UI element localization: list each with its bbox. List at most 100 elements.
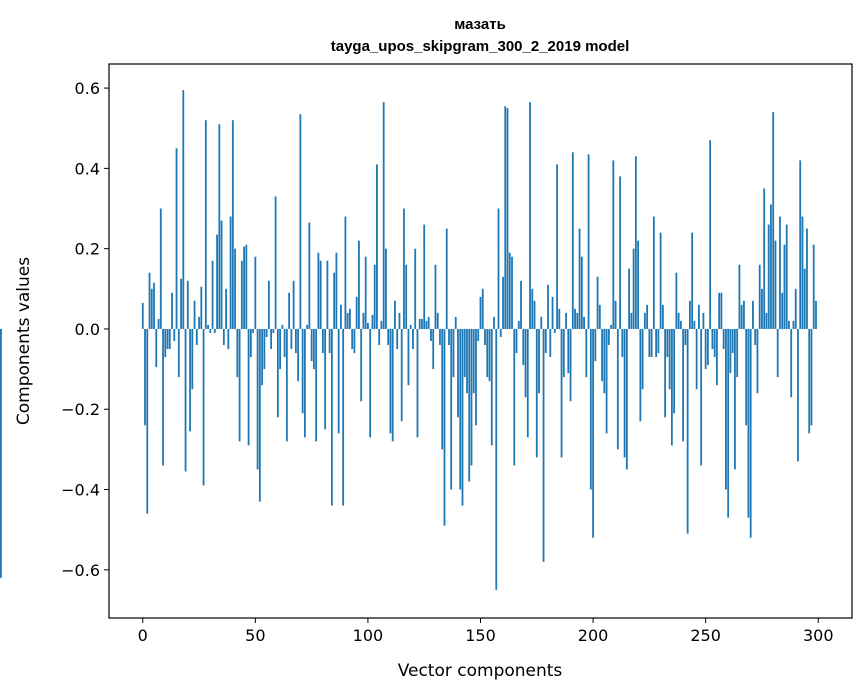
bar-172 xyxy=(529,102,531,329)
bar-137 xyxy=(450,328,453,490)
bar-234 xyxy=(668,328,671,390)
bar-147 xyxy=(472,328,475,394)
bar-281 xyxy=(774,240,777,329)
bar-15 xyxy=(175,148,178,329)
bar-280 xyxy=(772,112,775,329)
bar-257 xyxy=(720,292,723,329)
bar-32 xyxy=(213,328,216,333)
bar-84 xyxy=(331,328,333,506)
bar-104 xyxy=(376,164,378,329)
bar-216 xyxy=(628,268,630,329)
bar-60 xyxy=(276,328,279,418)
bar-171 xyxy=(526,328,529,438)
bar-17 xyxy=(180,278,182,329)
bar-133 xyxy=(441,328,444,450)
bar-27 xyxy=(202,328,205,486)
y-tick-label-6: 0.6 xyxy=(75,79,100,98)
bar-298 xyxy=(812,244,815,329)
bar-284 xyxy=(781,292,784,329)
bar-106 xyxy=(380,320,383,329)
bar-292 xyxy=(799,160,802,329)
bar-96 xyxy=(358,240,360,329)
bar-263 xyxy=(734,328,736,470)
y-tick-label-1: −0.4 xyxy=(61,481,100,500)
bars-group xyxy=(0,90,817,590)
bar-51 xyxy=(256,328,259,470)
bar-87 xyxy=(337,328,340,434)
bar-177 xyxy=(540,316,543,329)
bar-2 xyxy=(146,328,149,514)
x-tick-label-50: 50 xyxy=(245,626,265,645)
bar-26 xyxy=(200,286,203,329)
bar-80 xyxy=(321,328,324,354)
bar-268 xyxy=(745,328,748,426)
bar-211 xyxy=(616,328,619,450)
bar-97 xyxy=(360,328,363,402)
bar-39 xyxy=(229,216,232,329)
bar-199 xyxy=(589,328,592,490)
bar-8 xyxy=(159,208,162,329)
bar-68 xyxy=(294,328,297,354)
bar-1 xyxy=(144,328,146,426)
bar-62 xyxy=(281,324,284,329)
bar-50 xyxy=(254,256,257,329)
bar-52 xyxy=(258,328,261,502)
bar-23 xyxy=(193,300,196,329)
bar-161 xyxy=(504,106,507,329)
bar-144 xyxy=(466,328,468,394)
bar-130 xyxy=(434,264,437,329)
bar-207 xyxy=(607,328,610,346)
bar-110 xyxy=(389,328,392,434)
bar-167 xyxy=(517,320,520,329)
bar-75 xyxy=(310,328,313,362)
bar-271 xyxy=(752,300,754,329)
bar-73 xyxy=(306,324,309,329)
x-axis: 0 50 100 150 200 250 300 xyxy=(138,618,834,645)
bar-134 xyxy=(443,328,446,526)
bar-184 xyxy=(556,164,558,329)
bar-33 xyxy=(216,234,218,329)
bar-279 xyxy=(770,204,772,329)
bar-41 xyxy=(234,248,236,329)
bar-47 xyxy=(247,328,250,446)
bar-99 xyxy=(364,256,367,329)
bar-98 xyxy=(362,312,365,329)
bar-38 xyxy=(227,328,230,350)
bar-178 xyxy=(542,328,545,562)
bar-239 xyxy=(679,320,682,329)
bar-19 xyxy=(184,328,187,472)
bar-243 xyxy=(688,300,691,329)
bar-214 xyxy=(623,328,626,458)
bar-296 xyxy=(808,328,811,434)
bar-203 xyxy=(598,304,601,329)
bar-127 xyxy=(427,316,430,329)
bar-219 xyxy=(634,156,637,329)
bar-72 xyxy=(303,328,306,438)
x-tick-label-150: 150 xyxy=(465,626,496,645)
bar-255 xyxy=(716,328,718,386)
bar-116 xyxy=(403,208,405,329)
bar-269 xyxy=(747,328,750,518)
bar-136 xyxy=(448,328,450,346)
bar-227 xyxy=(652,216,655,329)
bar-124 xyxy=(421,318,423,329)
bar-209 xyxy=(612,160,615,329)
bar-153 xyxy=(486,328,489,378)
bar-165 xyxy=(513,328,516,466)
bar-221 xyxy=(639,328,642,422)
bar-163 xyxy=(508,252,511,329)
bar-59 xyxy=(274,196,277,329)
bar-43 xyxy=(238,328,241,442)
bar-248 xyxy=(700,328,703,466)
bar-168 xyxy=(520,280,522,329)
bar-49 xyxy=(252,328,254,333)
bar-151 xyxy=(481,288,484,329)
bar-101 xyxy=(369,328,372,438)
bar-5 xyxy=(153,282,155,329)
bar-223 xyxy=(643,312,646,329)
bar-58 xyxy=(272,328,275,333)
bar-162 xyxy=(506,108,509,329)
bar-251 xyxy=(707,328,709,366)
x-tick-label-100: 100 xyxy=(353,626,384,645)
